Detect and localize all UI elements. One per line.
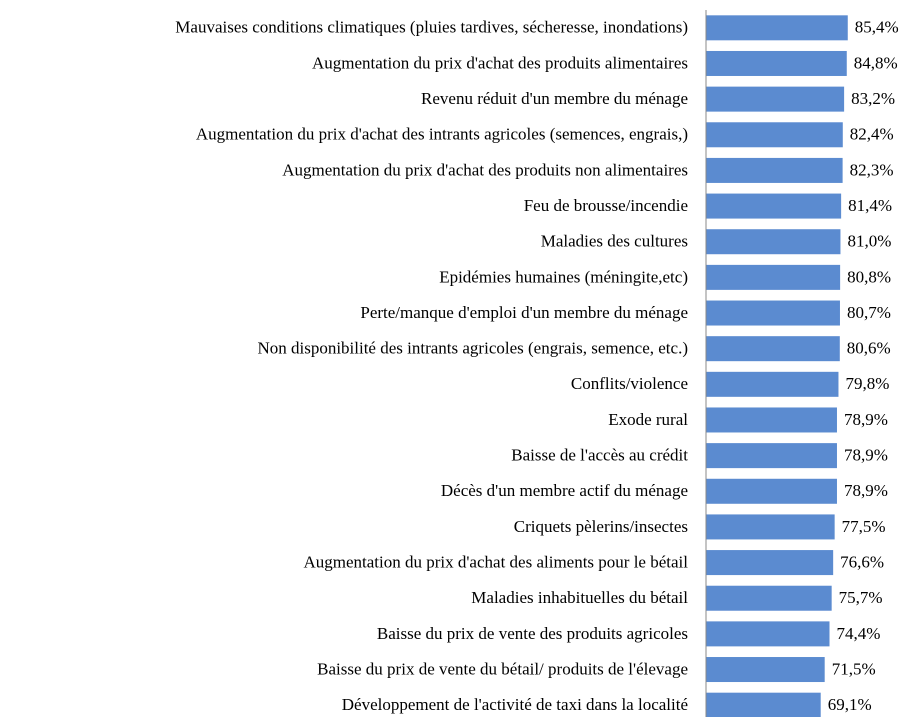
category-label: Feu de brousse/incendie <box>524 196 688 215</box>
bar <box>706 443 837 469</box>
value-label: 80,7% <box>847 303 891 322</box>
value-label: 85,4% <box>855 18 899 37</box>
bar <box>706 229 841 255</box>
bar <box>706 407 837 433</box>
bar <box>706 300 840 326</box>
bar <box>706 157 843 183</box>
value-label: 78,9% <box>844 481 888 500</box>
category-label: Maladies inhabituelles du bétail <box>471 588 688 607</box>
category-label: Exode rural <box>608 410 688 429</box>
value-label: 71,5% <box>832 659 876 678</box>
value-label: 83,2% <box>851 89 895 108</box>
category-label: Epidémies humaines (méningite,etc) <box>439 267 688 286</box>
value-label: 78,9% <box>844 446 888 465</box>
bar <box>706 50 847 76</box>
bar <box>706 86 845 112</box>
value-label: 81,4% <box>848 196 892 215</box>
value-label: 80,8% <box>847 267 891 286</box>
value-label: 74,4% <box>837 624 881 643</box>
value-label: 84,8% <box>854 53 898 72</box>
value-label: 81,0% <box>847 232 891 251</box>
category-label: Augmentation du prix d'achat des produit… <box>312 53 688 72</box>
bar <box>706 264 841 290</box>
value-label: 76,6% <box>840 552 884 571</box>
category-label: Développement de l'activité de taxi dans… <box>342 695 688 714</box>
bar <box>706 15 848 41</box>
category-label: Criquets pèlerins/insectes <box>514 517 688 536</box>
bar <box>706 692 821 717</box>
category-label: Augmentation du prix d'achat des produit… <box>282 160 688 179</box>
category-label: Décès d'un membre actif du ménage <box>441 481 688 500</box>
bar <box>706 193 842 219</box>
category-label: Baisse du prix de vente du bétail/ produ… <box>317 659 688 678</box>
bar <box>706 371 839 397</box>
category-label: Baisse de l'accès au crédit <box>511 446 688 465</box>
bar <box>706 336 840 362</box>
category-label: Mauvaises conditions climatiques (pluies… <box>175 18 688 37</box>
bar <box>706 122 843 148</box>
value-label: 77,5% <box>842 517 886 536</box>
category-label: Augmentation du prix d'achat des intrant… <box>196 125 688 144</box>
category-label: Baisse du prix de vente des produits agr… <box>377 624 688 643</box>
category-label: Maladies des cultures <box>541 232 688 251</box>
value-label: 82,4% <box>850 125 894 144</box>
bar <box>706 657 825 683</box>
value-label: 75,7% <box>839 588 883 607</box>
value-label: 69,1% <box>828 695 872 714</box>
category-label: Non disponibilité des intrants agricoles… <box>257 339 688 358</box>
value-label: 79,8% <box>845 374 889 393</box>
bar <box>706 585 832 611</box>
bar <box>706 514 835 540</box>
value-label: 82,3% <box>850 160 894 179</box>
bar <box>706 478 837 504</box>
category-label: Revenu réduit d'un membre du ménage <box>421 89 688 108</box>
bar <box>706 621 830 647</box>
category-label: Augmentation du prix d'achat des aliment… <box>303 552 688 571</box>
bar <box>706 550 834 576</box>
category-label: Conflits/violence <box>571 374 688 393</box>
value-label: 78,9% <box>844 410 888 429</box>
value-label: 80,6% <box>847 339 891 358</box>
category-label: Perte/manque d'emploi d'un membre du mén… <box>360 303 688 322</box>
